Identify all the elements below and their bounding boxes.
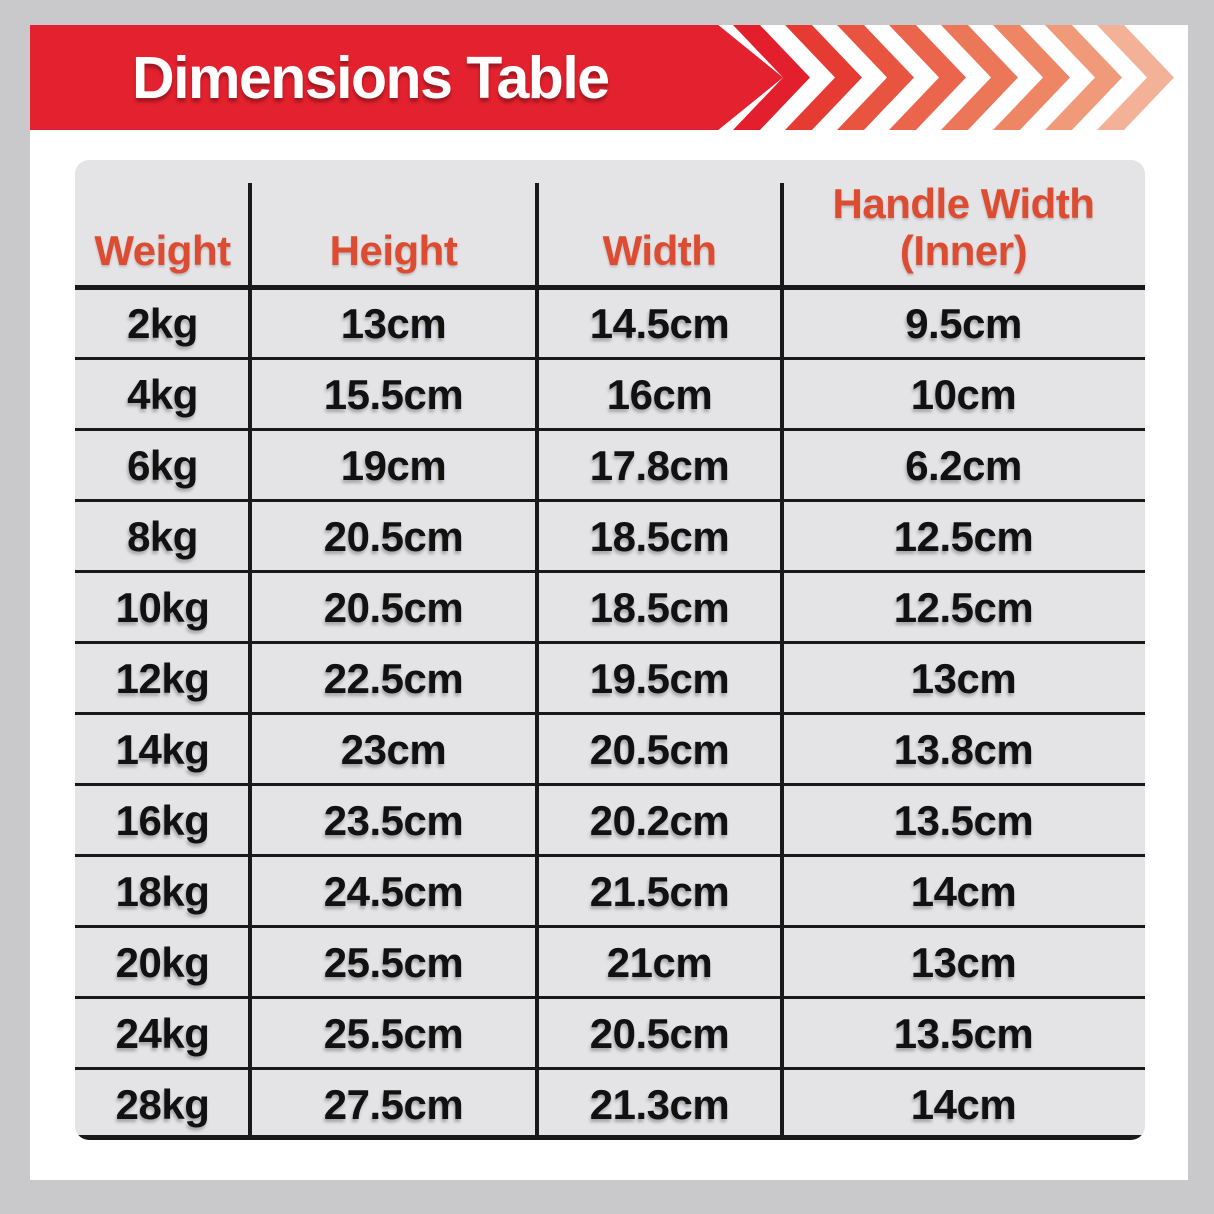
table-cell: 24.5cm: [323, 867, 464, 915]
table-cell: 19.5cm: [589, 654, 730, 702]
header-cell: Handle Width (Inner): [832, 179, 1095, 274]
table-cell: 13.5cm: [893, 796, 1034, 844]
table-cell: 28kg: [115, 1080, 210, 1128]
table-cell: 21.3cm: [589, 1080, 730, 1128]
row-divider: [75, 783, 1145, 786]
row-divider: [75, 854, 1145, 857]
table-cell: 10cm: [910, 370, 1017, 418]
table-cell: 13.8cm: [893, 725, 1034, 773]
table-cell: 12kg: [115, 654, 210, 702]
row-divider: [75, 641, 1145, 644]
page-title: Dimensions Table: [132, 44, 610, 111]
row-divider: [75, 428, 1145, 431]
row-divider: [75, 1067, 1145, 1070]
table-cell: 18kg: [115, 867, 210, 915]
table-cell: 27.5cm: [323, 1080, 464, 1128]
table-cell: 22.5cm: [323, 654, 464, 702]
table-cell: 20kg: [115, 938, 210, 986]
table-cell: 6kg: [127, 441, 198, 489]
row-divider: [75, 570, 1145, 573]
table-cell: 6.2cm: [905, 441, 1022, 489]
table-cell: 17.8cm: [589, 441, 730, 489]
dimensions-table: Weight Height Width Handle Width (Inner) 2kg…: [75, 160, 1145, 1140]
table-cell: 14cm: [910, 1080, 1017, 1128]
row-divider: [75, 499, 1145, 502]
header-divider: [75, 285, 1145, 290]
table-cell: 14.5cm: [589, 299, 730, 347]
table-cell: 12.5cm: [893, 512, 1034, 560]
table-cell: 20.5cm: [323, 512, 464, 560]
table-cell: 21cm: [606, 938, 713, 986]
table-cell: 16cm: [606, 370, 713, 418]
table-cell: 4kg: [127, 370, 198, 418]
column-divider: [535, 183, 539, 1140]
table-cell: 12.5cm: [893, 583, 1034, 631]
table-cell: 23.5cm: [323, 796, 464, 844]
table-cell: 20.5cm: [589, 725, 730, 773]
table-cell: 15.5cm: [323, 370, 464, 418]
table-cell: 14cm: [910, 867, 1017, 915]
table-cell: 13.5cm: [893, 1009, 1034, 1057]
table-cell: 16kg: [115, 796, 210, 844]
table-cell: 14kg: [115, 725, 210, 773]
header-cell: Width: [602, 226, 717, 274]
row-divider: [75, 357, 1145, 360]
row-divider: [75, 712, 1145, 715]
table-cell: 25.5cm: [323, 1009, 464, 1057]
table-cell: 20.5cm: [323, 583, 464, 631]
content-area: Dimensions Table Weight Height Width Handle…: [30, 25, 1188, 1180]
header-cell: Height: [329, 226, 458, 274]
table-cell: 23cm: [340, 725, 447, 773]
table-cell: 13cm: [910, 938, 1017, 986]
row-divider: [75, 925, 1145, 928]
table-cell: 25.5cm: [323, 938, 464, 986]
table-cell: 19cm: [340, 441, 447, 489]
column-divider: [780, 183, 784, 1140]
column-divider: [248, 183, 252, 1140]
table-bottom-border: [75, 1135, 1145, 1140]
table-cell: 20.5cm: [589, 1009, 730, 1057]
table-cell: 24kg: [115, 1009, 210, 1057]
table-cell: 9.5cm: [905, 299, 1022, 347]
table-cell: 18.5cm: [589, 583, 730, 631]
row-divider: [75, 996, 1145, 999]
title-banner: Dimensions Table: [30, 25, 783, 130]
header-cell: Weight: [94, 226, 231, 274]
table-cell: 21.5cm: [589, 867, 730, 915]
table-cell: 8kg: [127, 512, 198, 560]
table-cell: 20.2cm: [589, 796, 730, 844]
table-grid: Weight Height Width Handle Width (Inner) 2kg…: [75, 160, 1145, 1140]
table-cell: 10kg: [115, 583, 210, 631]
table-cell: 18.5cm: [589, 512, 730, 560]
table-cell: 2kg: [127, 299, 198, 347]
table-cell: 13cm: [910, 654, 1017, 702]
table-cell: 13cm: [340, 299, 447, 347]
